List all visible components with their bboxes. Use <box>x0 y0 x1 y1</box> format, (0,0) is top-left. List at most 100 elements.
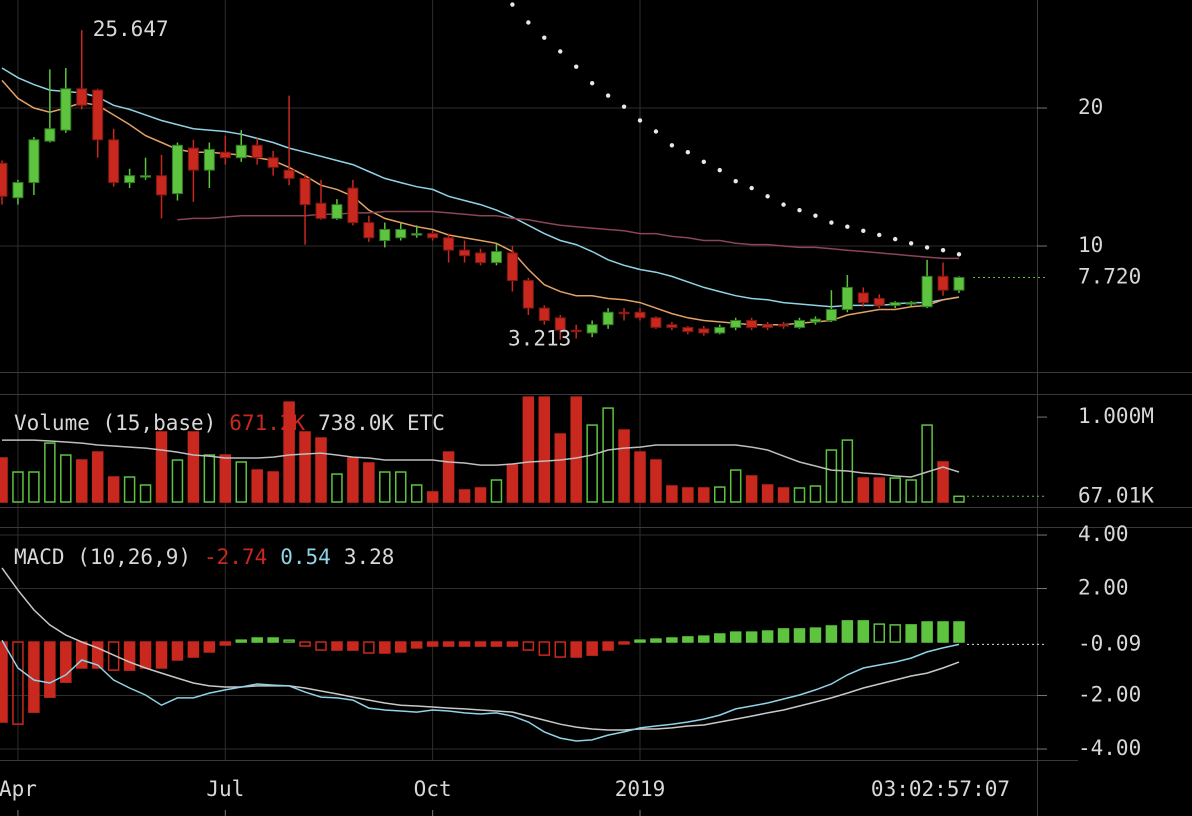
candle-body <box>506 252 518 282</box>
volume-bar <box>714 486 726 503</box>
candle-body <box>299 177 311 206</box>
sar-dot <box>940 247 946 253</box>
macd-histogram-bar <box>235 639 247 643</box>
macd-histogram-bar <box>187 641 200 658</box>
candle-body <box>825 308 837 322</box>
volume-bar <box>155 431 168 503</box>
sar-dot <box>845 224 850 229</box>
volume-bar <box>921 424 933 503</box>
volume-bar <box>889 477 901 503</box>
macd-histogram-bar <box>953 621 965 643</box>
candle-body <box>937 275 949 291</box>
volume-bar <box>825 449 838 503</box>
volume-bar <box>809 485 822 503</box>
volume-bar <box>12 471 24 503</box>
volume-bar <box>283 401 295 503</box>
sar-dot <box>637 118 643 123</box>
macd-histogram-bar <box>522 641 535 651</box>
macd-histogram-bar <box>490 641 503 647</box>
macd-histogram-bar <box>363 641 375 654</box>
y-tick-label: -4.00 <box>1078 736 1141 760</box>
candle-body <box>411 233 423 236</box>
candle-body <box>634 311 646 319</box>
candle-body <box>331 204 343 219</box>
volume-bar <box>745 475 758 503</box>
last-macd-label: -0.09 <box>1078 631 1141 655</box>
line-series <box>1 639 960 742</box>
candle-body <box>427 233 439 239</box>
volume-bar <box>91 451 104 503</box>
volume-bar <box>474 487 487 503</box>
volume-bar <box>299 431 311 503</box>
macd-histogram-bar <box>538 641 551 656</box>
volume-bar <box>28 471 40 503</box>
macd-histogram-bar <box>474 641 487 647</box>
macd-histogram-bar <box>698 635 710 643</box>
candle-body <box>267 157 279 168</box>
candle-body <box>522 280 534 309</box>
candle-body <box>809 318 821 323</box>
sar-dot <box>829 220 834 225</box>
volume-bar <box>458 489 471 503</box>
macd-histogram-bar <box>905 624 917 643</box>
volume-bar <box>410 484 423 503</box>
macd-histogram-bar <box>123 641 136 671</box>
volume-bar <box>203 454 216 503</box>
volume-bar <box>219 454 232 503</box>
sar-dot <box>605 93 611 98</box>
macd-histogram-bar <box>506 641 519 647</box>
candle-body <box>889 302 901 306</box>
legend-unit: ETC <box>407 411 445 435</box>
macd-histogram-bar <box>857 620 870 643</box>
sar-dot <box>861 228 866 234</box>
candle-body <box>857 292 869 304</box>
macd-histogram-bar <box>267 637 279 643</box>
candle-body <box>778 324 790 327</box>
macd-histogram-bar <box>650 638 662 643</box>
volume-bar <box>363 462 375 503</box>
candle-body <box>905 302 917 305</box>
macd-histogram-bar <box>299 641 311 647</box>
candle-body <box>953 276 965 291</box>
volume-bar <box>315 437 327 503</box>
macd-histogram-bar <box>602 641 614 651</box>
volume-bar <box>251 469 263 503</box>
volume-bar <box>650 459 662 503</box>
candle-body <box>379 228 391 242</box>
candle-body <box>60 88 72 131</box>
candle-body <box>124 175 136 184</box>
macd-histogram-bar <box>634 639 646 643</box>
countdown: 03:02:57:07 <box>871 777 1010 801</box>
macd-histogram-bar <box>889 624 901 643</box>
volume-bar <box>570 396 582 503</box>
sar-dot <box>781 202 786 207</box>
macd-histogram-bar <box>203 641 216 653</box>
legend-value: -2.74 <box>204 545 267 569</box>
line-series <box>2 439 960 478</box>
macd-histogram-bar <box>107 641 120 671</box>
volume-bar <box>793 487 806 503</box>
macd-histogram-bar <box>139 641 152 669</box>
sar-dot <box>542 35 547 40</box>
candle-body <box>156 175 167 196</box>
candle-body <box>602 311 614 326</box>
sar-dot <box>813 213 818 218</box>
candle-body <box>44 128 56 142</box>
sar-dot <box>924 245 930 250</box>
candle-body <box>12 182 24 199</box>
volume-bar <box>586 424 598 503</box>
macd-histogram-bar <box>60 641 72 683</box>
line-series <box>1 67 960 308</box>
y-tick-label: 1.000M <box>1078 404 1154 428</box>
macd-histogram-bar <box>395 641 407 653</box>
sar-dot <box>893 236 898 242</box>
line-series <box>177 210 959 260</box>
macd-histogram-bar <box>777 628 790 643</box>
volume-bar <box>139 484 152 503</box>
volume-bar <box>187 431 200 503</box>
macd-histogram-bar <box>12 641 24 725</box>
macd-histogram-bar <box>379 641 391 654</box>
volume-bar <box>44 442 56 503</box>
candle-body <box>140 175 152 178</box>
candle-body <box>762 324 774 328</box>
